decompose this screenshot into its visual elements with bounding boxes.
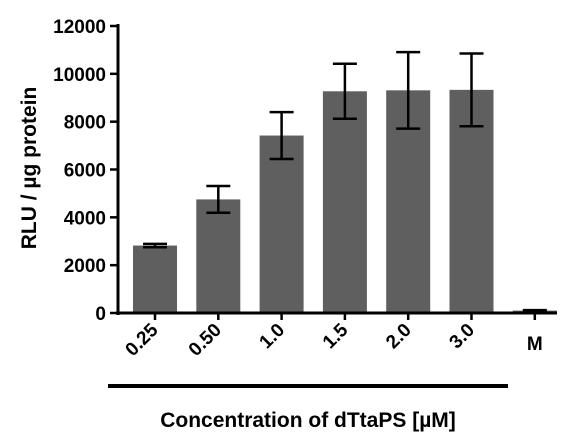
x-tick-label-2: 1.0 bbox=[256, 320, 290, 354]
y-axis-title: RLU / µg protein bbox=[18, 87, 41, 250]
x-tick-label-5: 3.0 bbox=[446, 320, 480, 354]
bar-0 bbox=[133, 245, 177, 313]
y-tick-label-0: 0 bbox=[95, 304, 106, 325]
x-axis-title: Concentration of dTtaPS [µM] bbox=[160, 409, 456, 432]
y-tick-label-6: 12000 bbox=[53, 17, 106, 38]
x-tick-label-6: M bbox=[527, 334, 543, 355]
x-tick-label-3: 1.5 bbox=[319, 319, 353, 353]
x-tick-label-1: 0.50 bbox=[185, 320, 226, 361]
y-tick-label-2: 4000 bbox=[64, 208, 106, 229]
y-tick-label-3: 6000 bbox=[64, 161, 106, 182]
x-tick-label-4: 2.0 bbox=[382, 320, 416, 354]
y-tick-label-4: 8000 bbox=[64, 113, 106, 134]
bar-3 bbox=[322, 91, 367, 313]
y-tick-label-5: 10000 bbox=[53, 65, 106, 86]
bar-1 bbox=[196, 199, 241, 313]
bar-2 bbox=[259, 135, 304, 313]
plot-area: 0 2000 4000 6000 8000 10000 12000 0.25 0.50 1.0 1.… bbox=[53, 17, 557, 361]
x-tick-label-0: 0.25 bbox=[122, 319, 163, 360]
y-tick-label-1: 2000 bbox=[64, 256, 106, 277]
